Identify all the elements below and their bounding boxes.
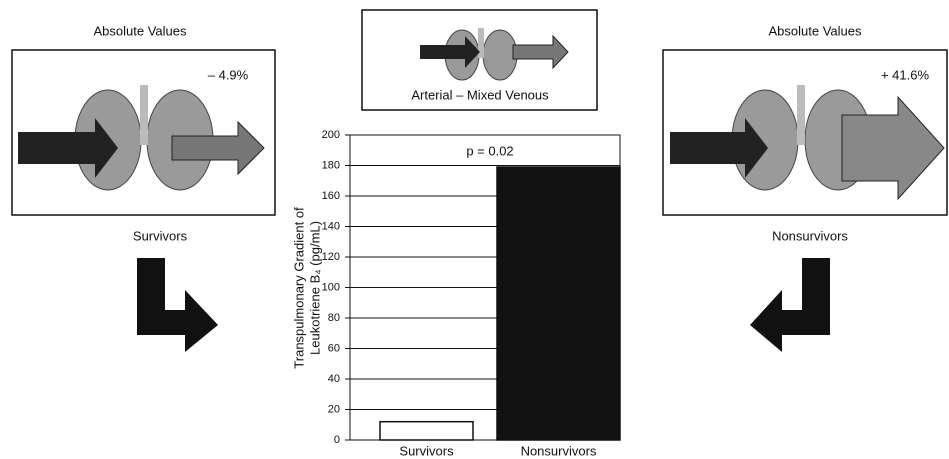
bar <box>497 167 620 440</box>
y-axis-label: Leukotriene B₄ (pg/mL) <box>307 221 322 355</box>
panel-title: Absolute Values <box>769 23 862 38</box>
y-tick-label: 180 <box>322 159 340 171</box>
direction-arrow <box>750 258 830 352</box>
y-tick-label: 100 <box>322 281 340 293</box>
percent-change: – 4.9% <box>208 67 249 82</box>
y-tick-label: 160 <box>322 190 340 202</box>
y-tick-label: 20 <box>328 403 340 415</box>
x-tick-label: Nonsurvivors <box>521 443 597 458</box>
y-tick-label: 40 <box>328 373 340 385</box>
panel-title: Absolute Values <box>94 23 187 38</box>
annotation: p = 0.02 <box>466 143 513 158</box>
x-tick-label: Survivors <box>399 443 454 458</box>
y-tick-label: 200 <box>322 129 340 141</box>
bar <box>380 422 473 440</box>
percent-change: + 41.6% <box>881 67 930 82</box>
y-tick-label: 80 <box>328 312 340 324</box>
top-panel-label: Arterial – Mixed Venous <box>411 87 549 102</box>
figure: Arterial – Mixed Venous Absolute Values … <box>0 0 949 459</box>
y-tick-label: 0 <box>334 434 340 446</box>
y-tick-label: 120 <box>322 251 340 263</box>
direction-arrow <box>137 258 218 352</box>
y-tick-label: 140 <box>322 220 340 232</box>
group-label: Nonsurvivors <box>772 228 848 243</box>
y-axis-label: Transpulmonary Gradient of <box>291 207 306 369</box>
group-label: Survivors <box>133 228 188 243</box>
y-tick-label: 60 <box>328 342 340 354</box>
